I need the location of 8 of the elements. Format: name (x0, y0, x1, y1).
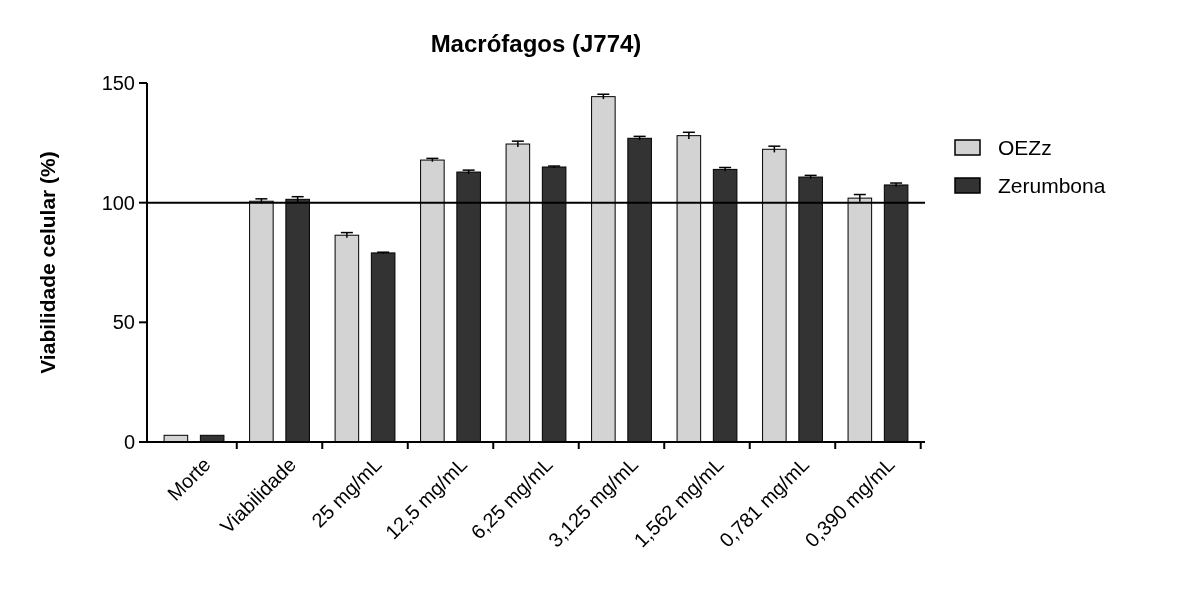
y-tick-label: 100 (101, 191, 135, 214)
chart-title: Macrófagos (J774) (430, 30, 642, 57)
y-tick-label: 0 (123, 431, 135, 453)
y-tick-label: 50 (112, 311, 135, 334)
legend-label: OEZz (998, 136, 1052, 160)
y-axis-title: Viabilidade celular (%) (36, 151, 59, 374)
legend-label: Zerumbona (998, 174, 1106, 198)
y-tick-label: 150 (101, 72, 135, 94)
